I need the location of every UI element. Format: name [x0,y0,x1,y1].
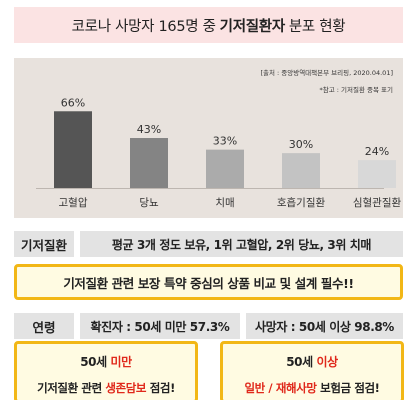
page-title: 코로나 사망자 165명 중 기저질환자 분포 현황 [14,7,403,43]
value-label: 30% [289,138,313,151]
bar-4 [282,153,320,188]
callout-age: 50세 [286,355,313,369]
callout-age-line: 50세 이상 [223,353,401,370]
value-label: 43% [137,123,161,136]
bar-3 [206,149,244,188]
bar-chart: 66% 고혈압 43% 당뇨 33% 치매 30% 호흡기질환 24% 심혈관질환 [36,96,402,209]
value-label: 33% [213,135,237,148]
callout-age-qualifier: 미만 [110,355,133,369]
category-label: 당뇨 [139,197,159,209]
callout-under-50: 50세 미만 기저질환 관련 생존담보 점검! [14,341,198,400]
bar-2 [130,138,168,188]
age-tag: 연령 [14,313,74,339]
underlying-summary: 평균 3개 정도 보유, 1위 고혈압, 2위 당뇨, 3위 치매 [80,231,403,257]
underlying-tag: 기저질환 [14,231,74,257]
highlight-text: 기저질환 관련 보장 특약 중심의 상품 비교 및 설계 필수!! [63,275,354,291]
category-label: 호흡기질환 [277,196,326,209]
title-suffix: 분포 현황 [288,18,346,35]
highlight-box: 기저질환 관련 보장 특약 중심의 상품 비교 및 설계 필수!! [14,264,403,300]
callout-over-50: 50세 이상 일반 / 재해사망 보험금 점검! [220,341,404,400]
callout-emphasis: 생존담보 [105,381,147,395]
category-label: 고혈압 [59,196,88,209]
source-note: [출처 : 중앙방역대책본부 브리핑, 2020.04.01] [260,69,393,77]
bar-1 [54,111,92,188]
callout-age: 50세 [80,355,107,369]
reference-note: *참고 : 기저질환 중복 표기 [319,86,393,94]
callout-post: 점검! [149,381,176,395]
value-label: 24% [365,145,389,158]
callout-action-line: 일반 / 재해사망 보험금 점검! [223,380,401,396]
chart-panel: 66% 고혈압 43% 당뇨 33% 치매 30% 호흡기질환 24% 심혈관질환 [출처 : 중… [14,58,403,218]
callout-age-line: 50세 미만 [17,353,195,370]
callout-emphasis: 일반 / 재해사망 [244,381,317,395]
title-emphasis: 기저질환자 [219,18,286,35]
deaths-stat: 사망자 : 50세 이상 98.8% [246,313,403,339]
category-label: 심혈관질환 [353,196,402,209]
callout-post: 보험금 점검! [320,381,380,395]
callout-pre: 기저질환 관련 [37,381,102,395]
value-label: 66% [61,96,85,109]
category-label: 치매 [215,197,234,209]
callout-age-qualifier: 이상 [316,355,339,369]
confirmed-stat: 확진자 : 50세 미만 57.3% [80,313,240,339]
title-prefix: 코로나 사망자 165명 중 [71,18,216,35]
bar-5 [358,160,396,188]
callout-action-line: 기저질환 관련 생존담보 점검! [17,380,195,396]
